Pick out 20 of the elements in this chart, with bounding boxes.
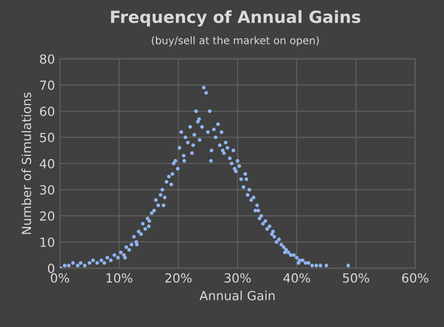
y-tick-label: 70 [40, 80, 54, 90]
y-tick-label: 50 [40, 132, 54, 142]
x-tick-label: 50% [343, 273, 370, 283]
y-tick-label: 30 [40, 185, 54, 195]
chart-title: Frequency of Annual Gains [111, 10, 360, 26]
x-tick-label: 10% [106, 273, 132, 283]
x-tick-label: 20% [165, 273, 192, 283]
y-tick-label: 10 [40, 237, 54, 247]
x-tick-label: 0% [50, 273, 70, 283]
x-tick-label: 30% [224, 273, 251, 283]
x-tick-label: 40% [283, 273, 310, 283]
y-tick-label: 0 [48, 264, 54, 274]
y-tick-label: 20 [40, 211, 54, 221]
x-tick-label: 60% [402, 273, 428, 283]
chart-subtitle: (buy/sell at the market on open) [152, 36, 319, 46]
y-axis-title: Number of Simulations [22, 92, 32, 234]
y-tick-label: 40 [40, 158, 54, 168]
y-tick-label: 80 [40, 54, 54, 64]
y-tick-label: 60 [40, 106, 54, 116]
x-axis-title: Annual Gain [200, 290, 275, 300]
